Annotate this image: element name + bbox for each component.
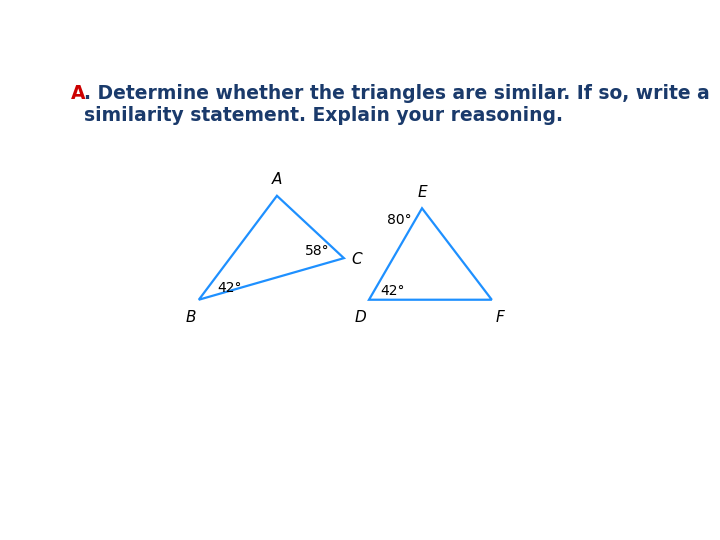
Text: 80°: 80° — [387, 213, 412, 227]
Text: 42°: 42° — [217, 281, 242, 295]
Text: B: B — [185, 310, 196, 325]
Text: A: A — [271, 172, 282, 187]
Text: 58°: 58° — [305, 244, 330, 258]
Text: A: A — [71, 84, 85, 103]
Text: D: D — [355, 310, 366, 325]
Text: E: E — [417, 185, 427, 200]
Text: F: F — [496, 310, 505, 325]
Text: 42°: 42° — [380, 285, 405, 299]
Text: . Determine whether the triangles are similar. If so, write a
similarity stateme: . Determine whether the triangles are si… — [84, 84, 710, 125]
Text: C: C — [351, 252, 361, 267]
